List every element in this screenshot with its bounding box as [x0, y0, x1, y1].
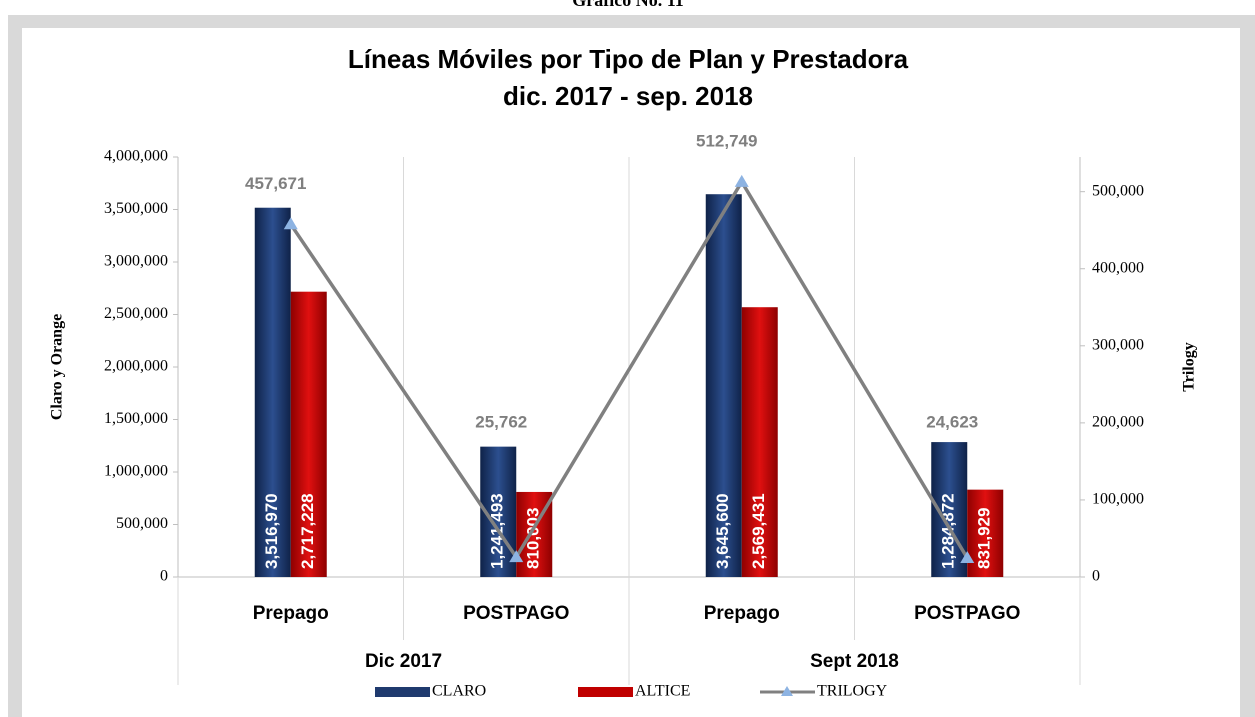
x-tick-label: POSTPAGO: [463, 603, 569, 624]
y-tick-label: 1,000,000: [104, 463, 168, 480]
bar-value-label: 3,645,600: [713, 493, 732, 569]
line-value-label: 24,623: [926, 412, 978, 431]
y-axis-label: Claro y Orange: [49, 314, 66, 420]
line-value-label: 25,762: [475, 412, 527, 431]
y-tick-label: 4,000,000: [104, 148, 168, 165]
group-label: Dic 2017: [365, 651, 442, 672]
y-tick-label: 3,000,000: [104, 253, 168, 270]
y2-tick-label: 300,000: [1092, 336, 1144, 353]
x-tick-label: Prepago: [253, 603, 329, 624]
y-tick-label: 2,000,000: [104, 358, 168, 375]
x-tick-label: Prepago: [704, 603, 780, 624]
y-tick-label: 3,500,000: [104, 200, 168, 217]
y-tick-label: 0: [160, 568, 168, 585]
bar: [705, 194, 742, 577]
legend-label: ALTICE: [635, 683, 690, 700]
line-marker: [734, 174, 749, 187]
line-marker: [283, 217, 298, 230]
bar: [741, 307, 778, 577]
line-value-label: 512,749: [696, 131, 757, 150]
legend-marker: [781, 686, 793, 696]
y-tick-label: 500,000: [116, 515, 168, 532]
group-label: Sept 2018: [810, 651, 899, 672]
legend-swatch: [578, 687, 633, 697]
bar-value-label: 2,717,228: [298, 493, 317, 569]
y2-tick-label: 400,000: [1092, 259, 1144, 276]
bar-value-label: 2,569,431: [749, 493, 768, 569]
legend-label: CLARO: [432, 683, 486, 700]
y2-tick-label: 100,000: [1092, 491, 1144, 508]
chart-area: [22, 28, 1240, 717]
line-marker: [960, 551, 975, 564]
y2-tick-label: 0: [1092, 568, 1100, 585]
line-value-label: 457,671: [245, 174, 306, 193]
x-tick-label: POSTPAGO: [914, 603, 1020, 624]
line: [289, 178, 969, 561]
bar: [290, 291, 327, 577]
y2-axis-label: Trilogy: [1181, 342, 1198, 391]
bar-value-label: 831,929: [975, 508, 994, 569]
legend-swatch: [375, 687, 430, 697]
bar-value-label: 3,516,970: [262, 493, 281, 569]
legend-label: TRILOGY: [817, 683, 888, 700]
line-marker: [509, 550, 524, 563]
y-tick-label: 2,500,000: [104, 305, 168, 322]
bar: [254, 207, 291, 578]
caption: Gráfico No. 11: [572, 0, 683, 10]
chart-title: Líneas Móviles por Tipo de Plan y Presta…: [348, 44, 909, 74]
y2-tick-label: 200,000: [1092, 414, 1144, 431]
y-tick-label: 1,500,000: [104, 410, 168, 427]
chart-subtitle: dic. 2017 - sep. 2018: [503, 81, 753, 111]
bar-value-label: 1,284,872: [939, 493, 958, 569]
y2-tick-label: 500,000: [1092, 182, 1144, 199]
